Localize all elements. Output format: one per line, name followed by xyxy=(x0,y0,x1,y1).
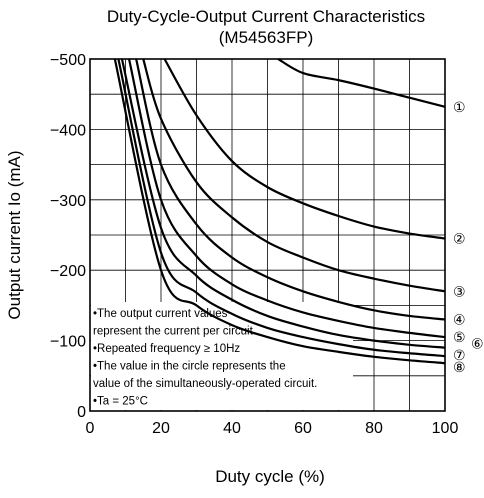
series-label: ② xyxy=(453,232,466,248)
x-tick-label: 40 xyxy=(223,420,241,437)
x-tick-label: 100 xyxy=(432,420,459,437)
series-label: ④ xyxy=(453,312,466,328)
series-group xyxy=(113,58,446,365)
annotation-line: •The value in the circle represents the xyxy=(93,361,286,373)
y-tick-labels: 0 −100 −200 −300 −400 −500 xyxy=(50,52,86,421)
chart-subtitle: (M54563FP) xyxy=(219,28,313,47)
annotation-line: •Repeated frequency ≥ 10Hz xyxy=(93,343,240,355)
annotation-line: value of the simultaneously-operated cir… xyxy=(93,378,317,390)
y-tick-label: −400 xyxy=(50,122,86,139)
series-line xyxy=(163,58,446,240)
x-tick-label: 80 xyxy=(365,420,383,437)
x-tick-labels: 0 20 40 60 80 100 xyxy=(86,420,459,437)
x-tick-label: 0 xyxy=(86,420,95,437)
series-line xyxy=(135,58,446,321)
y-tick-label: −500 xyxy=(50,52,86,69)
series-line xyxy=(120,58,446,349)
plot-frame xyxy=(89,58,446,412)
series-label: ⑦ xyxy=(453,348,466,364)
x-tick-label: 20 xyxy=(152,420,170,437)
y-tick-label: −100 xyxy=(50,334,86,351)
series-line xyxy=(142,58,446,293)
series-label: ⑤ xyxy=(453,330,466,346)
series-label: ③ xyxy=(453,284,466,300)
y-tick-label: 0 xyxy=(77,404,86,421)
series-label: ⑥ xyxy=(471,337,484,353)
chart-title: Duty-Cycle-Output Current Characteristic… xyxy=(107,7,425,26)
annotation-line: •The output current values xyxy=(93,308,228,320)
annotation-line: represent the current per circuit. xyxy=(93,326,256,338)
y-tick-label: −200 xyxy=(50,263,86,280)
x-tick-label: 60 xyxy=(294,420,312,437)
series-label: ① xyxy=(453,100,466,116)
y-tick-label: −300 xyxy=(50,193,86,210)
series-line xyxy=(127,58,446,339)
series-line xyxy=(117,58,446,358)
series-line xyxy=(277,58,446,108)
x-axis-label: Duty cycle (%) xyxy=(215,467,325,486)
annotation-line: •Ta = 25°C xyxy=(93,396,148,408)
series-label: ⑧ xyxy=(453,360,466,376)
series-line xyxy=(113,58,446,365)
series-labels: ① ② ③ ④ ⑤ ⑥⑦⑧ xyxy=(453,100,484,376)
notes-box: •The output current values represent the… xyxy=(91,302,353,410)
y-axis-label: Output current Io (mA) xyxy=(5,150,24,319)
